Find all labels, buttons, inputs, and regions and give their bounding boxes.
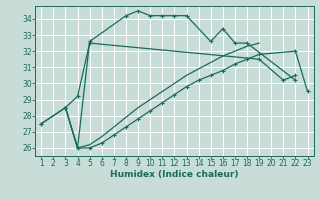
X-axis label: Humidex (Indice chaleur): Humidex (Indice chaleur) <box>110 170 239 179</box>
